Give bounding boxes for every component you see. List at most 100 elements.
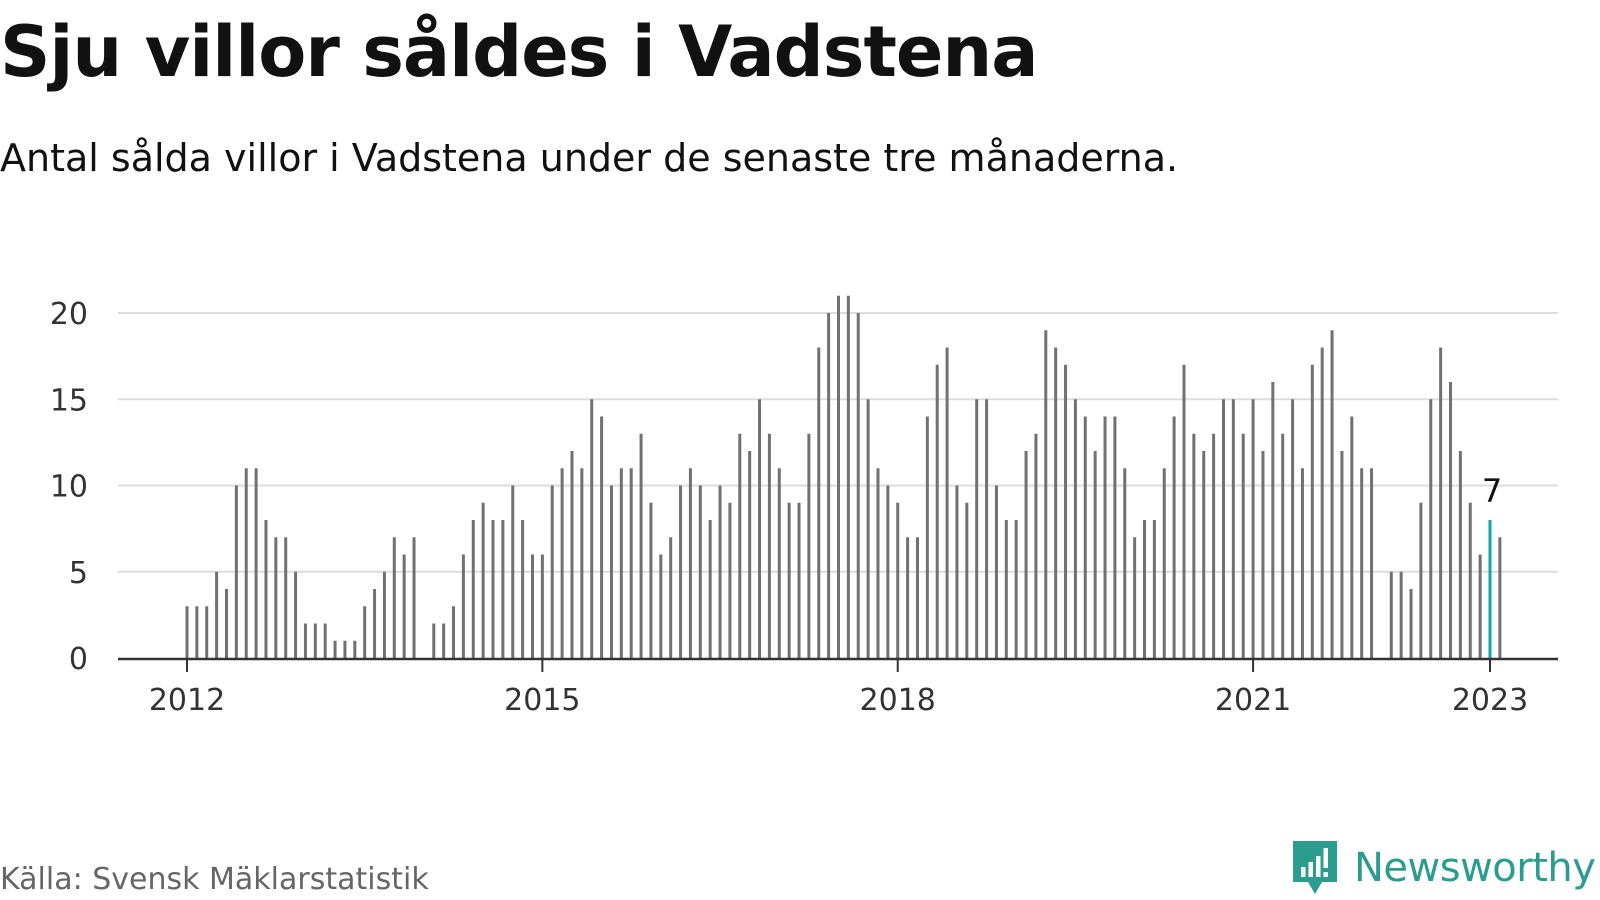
- bar: [461, 554, 465, 658]
- bar: [896, 502, 900, 658]
- bar: [1014, 520, 1018, 658]
- bar: [343, 640, 347, 658]
- bar: [402, 554, 406, 658]
- bar: [1113, 416, 1117, 658]
- bar: [777, 468, 781, 658]
- bar: [373, 589, 377, 658]
- bar: [639, 433, 643, 658]
- bar: [1054, 347, 1058, 658]
- bar: [876, 468, 880, 658]
- bar: [866, 399, 870, 658]
- bar: [1419, 502, 1423, 658]
- bar: [1034, 433, 1038, 658]
- bar: [1123, 468, 1127, 658]
- bar: [629, 468, 633, 658]
- bar: [846, 295, 850, 658]
- bar: [215, 571, 219, 658]
- bar: [1004, 520, 1008, 658]
- bar: [1083, 416, 1087, 658]
- bar: [1241, 433, 1245, 658]
- bar: [1261, 451, 1265, 658]
- bar: [353, 640, 357, 658]
- bar: [560, 468, 564, 658]
- source-note: Källa: Svensk Mäklarstatistik: [0, 862, 429, 897]
- brand-logo[interactable]: Newsworthy: [1290, 836, 1596, 900]
- bar: [382, 571, 386, 658]
- bar: [1162, 468, 1166, 658]
- bar: [1182, 364, 1186, 658]
- bar: [837, 295, 840, 658]
- bar: [412, 537, 416, 658]
- bar: [580, 468, 584, 658]
- bar: [1350, 416, 1354, 658]
- bar: [659, 554, 663, 658]
- bar: [827, 313, 831, 658]
- bar: [1330, 330, 1334, 658]
- bar: [1340, 451, 1344, 658]
- bar: [1064, 364, 1068, 658]
- bar: [432, 623, 436, 658]
- y-axis-ticks: 0 5 10 15 20: [50, 297, 88, 677]
- bar: [1103, 416, 1107, 658]
- bar: [530, 554, 534, 658]
- y-tick-label: 15: [50, 383, 88, 418]
- bar: [738, 433, 742, 658]
- bar: [945, 347, 949, 658]
- bar: [392, 537, 396, 658]
- bar: [1370, 468, 1374, 658]
- bar: [748, 451, 752, 658]
- bar: [1429, 399, 1433, 658]
- bar: [264, 520, 268, 658]
- bar: [452, 606, 456, 658]
- bar: [975, 399, 979, 658]
- bar: [758, 399, 762, 658]
- bar: [442, 623, 446, 658]
- bar: [1439, 347, 1443, 658]
- bar: [886, 485, 890, 658]
- bar: [521, 520, 525, 658]
- bar: [787, 502, 791, 658]
- bar: [649, 502, 653, 658]
- bar: [1291, 399, 1295, 658]
- brand-name: Newsworthy: [1354, 845, 1596, 891]
- bar: [1172, 416, 1176, 658]
- bar: [1478, 554, 1482, 658]
- bar: [669, 537, 673, 658]
- bar: [501, 520, 505, 658]
- bar: [1251, 399, 1255, 658]
- bar: [540, 554, 544, 658]
- bar: [817, 347, 821, 658]
- bar: [1044, 330, 1048, 658]
- bar: [254, 468, 258, 658]
- bar: [807, 433, 811, 658]
- bar: [1152, 520, 1156, 658]
- bar: [1320, 347, 1324, 658]
- bar: [679, 485, 683, 658]
- bar: [550, 485, 554, 658]
- y-tick-label: 20: [50, 297, 88, 332]
- bar: [708, 520, 712, 658]
- bar: [856, 313, 860, 658]
- y-tick-label: 0: [69, 642, 88, 677]
- y-tick-label: 10: [50, 470, 88, 505]
- x-axis-ticks: 2012 2015 2018 2021 2023: [149, 659, 1528, 718]
- bar: [955, 485, 959, 658]
- bar: [1143, 520, 1147, 658]
- bar: [906, 537, 910, 658]
- bar: [323, 623, 327, 658]
- bar: [1073, 399, 1077, 658]
- bar: [224, 589, 228, 658]
- bar: [284, 537, 288, 658]
- bar: [1024, 451, 1028, 658]
- bar: [1449, 382, 1453, 658]
- bar: [1192, 433, 1196, 658]
- bar: [965, 502, 969, 658]
- bar: [1399, 571, 1403, 658]
- bar: [1202, 451, 1206, 658]
- bar: [481, 502, 485, 658]
- bar: [915, 537, 919, 658]
- bar: [1300, 468, 1304, 658]
- bar: [491, 520, 495, 658]
- chart-title: Sju villor såldes i Vadstena: [0, 11, 1038, 93]
- bar-highlight: [1488, 520, 1492, 658]
